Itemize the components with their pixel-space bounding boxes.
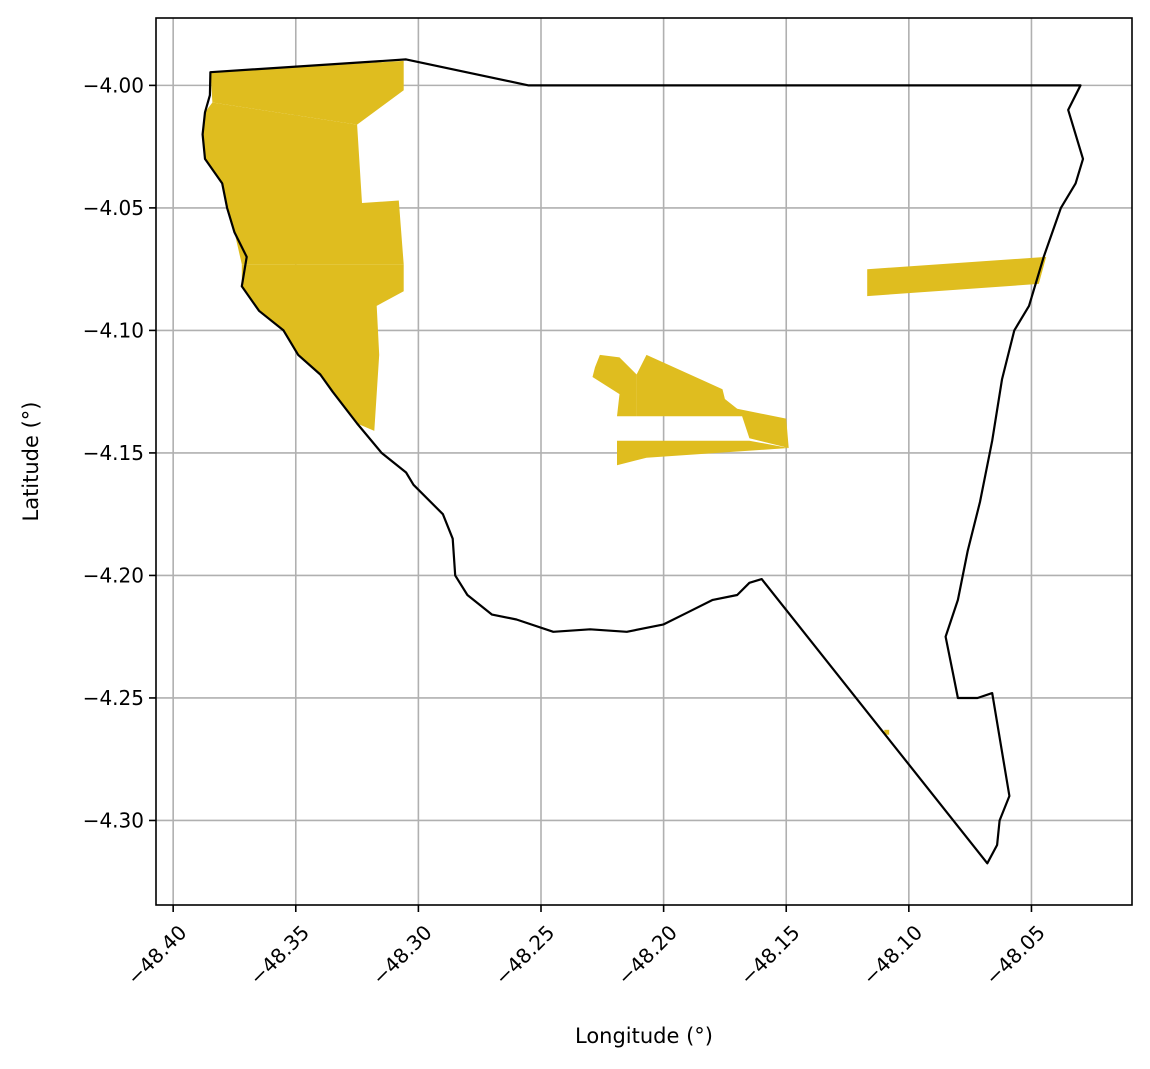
y-tick-label: −4.30 (83, 808, 144, 832)
parcel-west-upper (202, 102, 404, 265)
x-tick-label: −48.25 (490, 920, 559, 989)
parcel-central-south (617, 440, 789, 466)
x-tick-label: −48.10 (858, 920, 927, 989)
x-tick-label: −48.40 (122, 920, 191, 989)
parcel-north-strip (210, 60, 404, 125)
parcel-layer (202, 60, 1047, 735)
y-tick-label: −4.10 (83, 318, 144, 342)
y-tick-label: −4.20 (83, 563, 144, 587)
y-tick-label: −4.00 (83, 73, 144, 97)
x-tick-label: −48.35 (245, 920, 314, 989)
x-tick-label: −48.30 (367, 920, 436, 989)
x-tick-label: −48.05 (980, 920, 1049, 989)
x-tick-label: −48.15 (735, 920, 804, 989)
x-tick-label: −48.20 (613, 920, 682, 989)
study-area-boundary (201, 58, 1085, 865)
plot-frame (155, 17, 1133, 906)
parcel-central-west (592, 354, 637, 417)
parcel-central-east (636, 354, 789, 448)
parcel-east-strip (867, 256, 1047, 297)
parcel-west-lower (241, 264, 404, 431)
y-tick-label: −4.05 (83, 196, 144, 220)
x-axis-title: Longitude (°) (575, 1024, 713, 1048)
y-tick-label: −4.25 (83, 686, 144, 710)
y-axis-title: Latitude (°) (19, 402, 43, 522)
y-tick-label: −4.15 (83, 441, 144, 465)
